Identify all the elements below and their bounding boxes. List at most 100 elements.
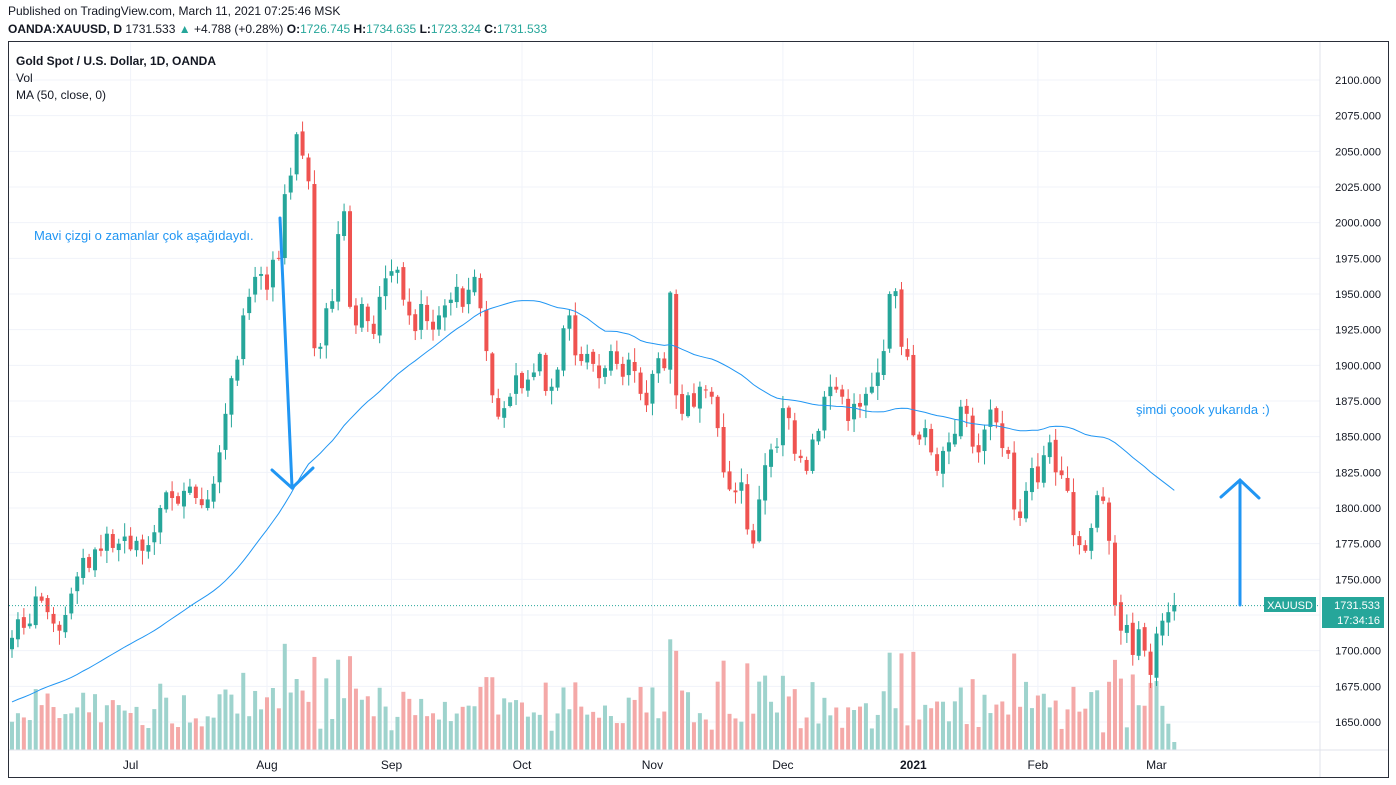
volume-bar (976, 726, 981, 750)
candle-body (1130, 622, 1135, 655)
volume-bar (199, 726, 204, 750)
volume-bar (448, 721, 453, 750)
volume-bar (170, 723, 175, 750)
volume-bar (958, 687, 963, 750)
candle-body (863, 393, 868, 406)
volume-bar (591, 711, 596, 750)
volume-bar (318, 728, 323, 750)
volume-bar (282, 643, 287, 750)
candle-body (116, 543, 121, 551)
volume-bar (10, 721, 14, 750)
candle-body (1136, 629, 1141, 656)
x-tick-label: Feb (1028, 758, 1049, 772)
candle-body (1077, 536, 1082, 546)
candle-body (721, 427, 726, 473)
candle-body (442, 305, 447, 318)
volume-bar (1071, 686, 1076, 750)
volume-bar (81, 692, 86, 750)
volume-bar (69, 713, 74, 750)
candle-body (276, 257, 281, 259)
candle-body (211, 483, 216, 502)
chart-legend: Gold Spot / U.S. Dollar, 1D, OANDA Vol M… (16, 53, 216, 104)
candle-body (982, 429, 987, 452)
volume-bar (229, 694, 234, 750)
volume-bar (941, 701, 946, 750)
candle-body (780, 408, 785, 446)
candle-body (952, 433, 957, 445)
volume-bar (792, 689, 797, 750)
published-line: Published on TradingView.com, March 11, … (8, 4, 341, 18)
candle-body (110, 534, 115, 548)
candle-body (869, 386, 874, 393)
time-axis[interactable]: Jul Aug Sep Oct Nov Dec 2021 Feb Mar (123, 758, 1167, 772)
volume-bar (484, 677, 489, 750)
volume-bar (680, 690, 685, 750)
candle-body (21, 617, 26, 628)
volume-bar (383, 706, 388, 750)
volume-bar (935, 701, 940, 750)
volume-bar (431, 713, 436, 750)
volume-bar (1035, 695, 1040, 750)
price-axis[interactable]: 1650.0001675.0001700.0001725.0001750.000… (1335, 75, 1381, 729)
symbol-tag (1264, 597, 1316, 612)
volume-bar (1059, 728, 1064, 750)
candle-body (1160, 620, 1165, 636)
volume-bar (442, 701, 447, 750)
volume-bar (727, 713, 732, 750)
x-tick-label: Nov (642, 758, 663, 772)
candle-body (709, 391, 714, 397)
volume-bar (401, 691, 406, 750)
volume-bar (508, 702, 513, 750)
candle-body (834, 386, 839, 390)
candle-body (1154, 633, 1159, 678)
volume-bar (561, 687, 566, 750)
symbol-label: OANDA:XAUUSD, D (8, 22, 122, 36)
candlesticks (10, 121, 1177, 688)
volume-bar (51, 707, 56, 750)
volume-bar (982, 694, 987, 750)
candle-body (650, 373, 655, 404)
candle-body (567, 315, 572, 329)
volume-bar (597, 717, 602, 750)
candle-body (620, 363, 625, 377)
candle-body (715, 396, 720, 429)
volume-bar (205, 716, 210, 750)
volume-bar (413, 715, 418, 750)
volume-bar (264, 697, 269, 750)
volume-bar (496, 714, 501, 750)
volume-bar (176, 727, 181, 750)
candle-body (324, 308, 329, 346)
price-tags: XAUUSD 1731.533 17:34:16 (1264, 597, 1384, 628)
symbol-tag-text: XAUUSD (1267, 600, 1313, 612)
volume-bar (899, 653, 904, 750)
candle-body (792, 420, 797, 454)
volume-bar (1130, 674, 1135, 750)
candle-body (395, 269, 400, 273)
volume-bar (715, 681, 720, 750)
volume-bar (134, 706, 139, 750)
candle-body (579, 353, 584, 362)
volume-bar (780, 675, 785, 750)
candle-body (342, 211, 347, 237)
volume-bar (857, 706, 862, 750)
candle-body (573, 315, 578, 356)
volume-bar (152, 709, 157, 750)
chart-frame (8, 41, 1389, 778)
candle-body (158, 508, 163, 533)
volume-bar (57, 718, 62, 750)
candle-body (1089, 527, 1094, 551)
candle-body (680, 394, 685, 414)
candle-body (454, 286, 459, 303)
candle-body (958, 406, 963, 437)
candle-body (193, 486, 198, 499)
y-tick-label: 2050.000 (1335, 146, 1381, 158)
volume-bar (614, 723, 619, 750)
candle-body (691, 393, 696, 407)
y-tick-label: 1875.000 (1335, 396, 1381, 408)
candle-body (1118, 602, 1123, 631)
candle-body (27, 623, 32, 627)
volume-bar (709, 729, 714, 750)
volume-bar (436, 719, 441, 750)
candle-body (857, 402, 862, 407)
